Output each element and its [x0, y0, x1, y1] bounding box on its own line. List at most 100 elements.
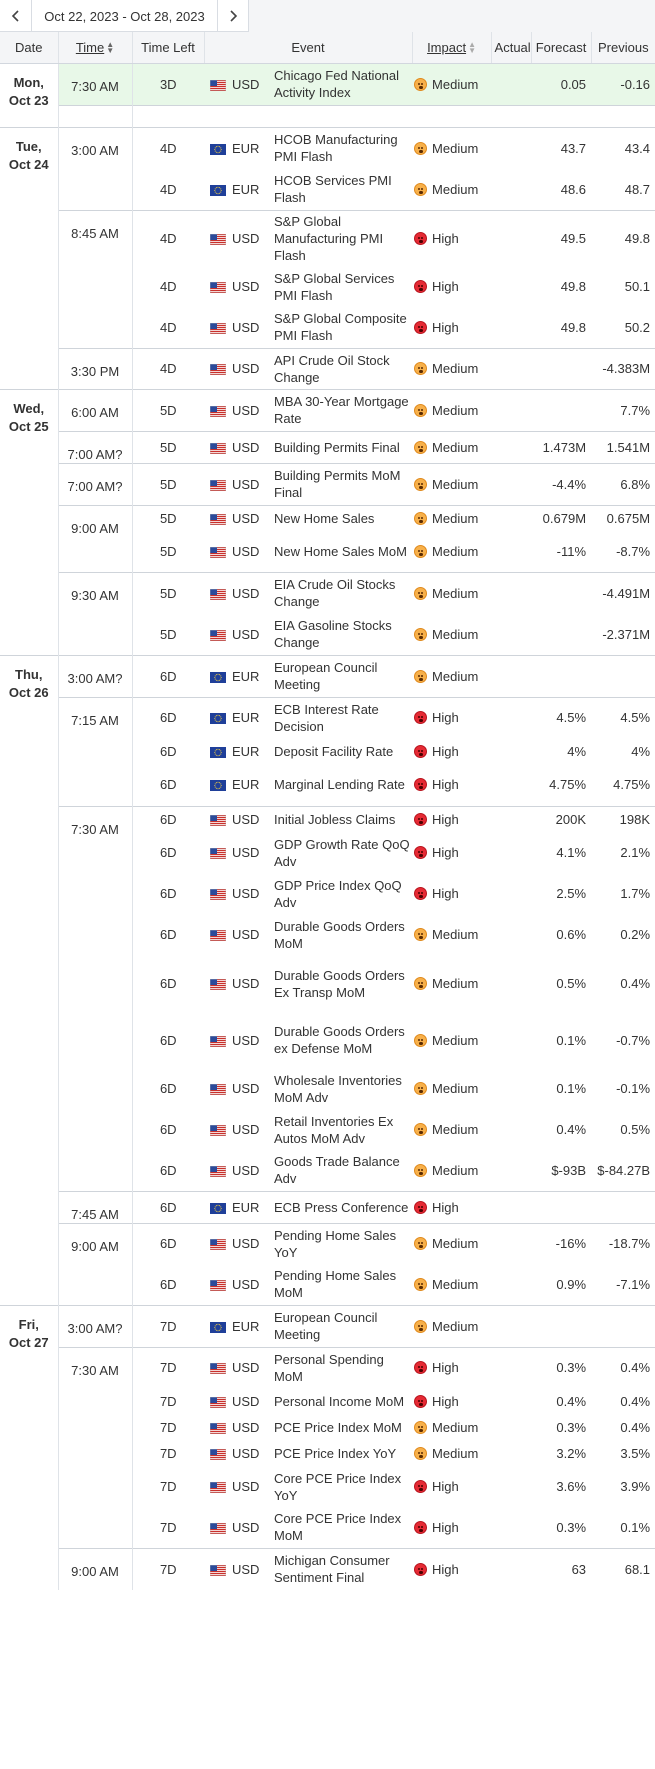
event-row[interactable]: Wed, Oct 25 6:00 AM 5D USD MBA 30-Year Mortga…	[0, 388, 655, 655]
event-name[interactable]: New Home Sales MoM	[274, 543, 407, 559]
empty-cell	[132, 104, 655, 127]
event-name[interactable]: Pending Home Sales YoY	[268, 1222, 413, 1264]
previous-week-button[interactable]	[0, 0, 32, 32]
event-name[interactable]: Deposit Facility Rate	[274, 743, 394, 759]
event-name[interactable]: EIA Crude Oil Stocks Change	[268, 571, 413, 614]
event-row[interactable]: 6D USD GDP Growth Rate QoQ Adv High 4.1% 2.1%	[0, 832, 655, 873]
event-name[interactable]: Wholesale Inventories MoM Adv	[274, 1072, 402, 1105]
event-name[interactable]: New Home Sales	[268, 504, 413, 531]
event-name[interactable]: ECB Press Conference	[268, 1190, 413, 1223]
event-name[interactable]: European Council Meeting	[268, 1304, 413, 1347]
event-row[interactable]: 3:30 PM 4D USD API Crude Oil Stock Change Me…	[0, 347, 655, 389]
event-row[interactable]: 8:45 AM 4D USD S&P Global Manufacturing PMI…	[0, 209, 655, 348]
event-row[interactable]: 9:00 AM 5D USD New Home Sales Medium 0.679M 0.…	[0, 504, 655, 572]
event-row[interactable]: 7D USD Core PCE Price Index MoM High 0.3% 0.1…	[0, 1507, 655, 1548]
event-name[interactable]: S&P Global Manufacturing PMI Flash	[268, 209, 413, 266]
high-impact-icon	[414, 1361, 428, 1375]
event-row[interactable]: 6D USD Durable Goods Orders ex Defense MoM…	[0, 1012, 655, 1068]
event-name[interactable]: Building Permits Final	[268, 430, 413, 463]
impact-label: Medium	[432, 181, 479, 197]
event-row[interactable]: 7D USD Core PCE Price Index YoY High 3.6% 3.9…	[0, 1466, 655, 1507]
actual-value	[491, 388, 532, 431]
event-row[interactable]: 7:30 AM 7D USD Personal Spending MoM High 0.3…	[0, 1346, 655, 1548]
event-row[interactable]: 7:00 AM? 5D USD Building Permits MoM Final M…	[0, 462, 655, 505]
event-name[interactable]: Initial Jobless Claims	[268, 805, 413, 832]
next-week-button[interactable]	[217, 0, 249, 32]
event-row[interactable]: 4D USD S&P Global Composite PMI Flash High 4…	[0, 307, 655, 348]
event-row[interactable]: Thu, Oct 26 3:00 AM? 6D EUR European Council …	[0, 654, 655, 1305]
event-row[interactable]: 7:30 AM 6D USD Initial Jobless Claims High 20…	[0, 805, 655, 1191]
event-row[interactable]: 6D USD Durable Goods Orders MoM Medium 0.6% 0…	[0, 914, 655, 955]
event-row[interactable]: 9:00 AM 7D USD Michigan Consumer Sentiment …	[0, 1547, 655, 1590]
event-name[interactable]: HCOB Services PMI Flash	[274, 173, 392, 206]
event-name[interactable]: Core PCE Price Index MoM	[274, 1511, 402, 1544]
event-name[interactable]: S&P Global Services PMI Flash	[274, 270, 395, 303]
date-range-label[interactable]: Oct 22, 2023 - Oct 28, 2023	[44, 8, 205, 24]
event-row[interactable]: 7:00 AM? 5D USD Building Permits Final Mediu…	[0, 430, 655, 463]
event-row[interactable]: 4D USD S&P Global Services PMI Flash High 49…	[0, 266, 655, 307]
event-row[interactable]: 7D USD PCE Price Index MoM Medium 0.3% 0.4%	[0, 1414, 655, 1440]
forecast-value: 0.05	[531, 62, 592, 105]
event-name[interactable]: Durable Goods Orders MoM	[274, 918, 405, 951]
event-name[interactable]: Marginal Lending Rate	[274, 777, 405, 793]
eu-flag-icon	[210, 746, 226, 758]
previous-value: $-84.27B	[597, 1162, 651, 1178]
event-row[interactable]: 6D USD Pending Home Sales MoM Medium 0.9% -7.…	[0, 1264, 655, 1305]
event-row[interactable]: 6D USD GDP Price Index QoQ Adv High 2.5% 1.7%	[0, 873, 655, 914]
previous-value: 198K	[591, 805, 655, 832]
event-row[interactable]: 9:30 AM 5D USD EIA Crude Oil Stocks Change M…	[0, 571, 655, 655]
forecast-value: 49.8	[560, 319, 587, 335]
event-row[interactable]: 6D USD Goods Trade Balance Adv Medium $-93B $…	[0, 1150, 655, 1191]
event-name[interactable]: MBA 30-Year Mortgage Rate	[268, 388, 413, 431]
sort-icon[interactable]: ▲ ▼	[468, 40, 476, 56]
event-name[interactable]: Building Permits MoM Final	[268, 462, 413, 505]
event-name[interactable]: HCOB Manufacturing PMI Flash	[268, 126, 413, 169]
flag-cell	[204, 1068, 230, 1109]
event-row[interactable]: 7D USD PCE Price Index YoY Medium 3.2% 3.5%	[0, 1440, 655, 1466]
sort-icon[interactable]: ▲ ▼	[106, 40, 115, 56]
event-name[interactable]: Core PCE Price Index YoY	[274, 1470, 402, 1503]
time-cell: 9:00 AM	[58, 1547, 133, 1590]
event-name[interactable]: European Council Meeting	[268, 654, 413, 697]
event-row[interactable]: 6D EUR Deposit Facility Rate High 4% 4%	[0, 738, 655, 764]
event-name[interactable]: Michigan Consumer Sentiment Final	[268, 1547, 413, 1590]
event-name[interactable]: Durable Goods Orders ex Defense MoM	[274, 1024, 405, 1056]
event-row[interactable]: Fri, Oct 27 3:00 AM? 7D EUR European Council …	[0, 1304, 655, 1590]
event-name[interactable]: Chicago Fed National Activity Index	[268, 62, 413, 105]
event-name[interactable]: EIA Gasoline Stocks Change	[274, 618, 392, 651]
event-row[interactable]: 6D USD Retail Inventories Ex Autos MoM Adv…	[0, 1109, 655, 1150]
event-row[interactable]: 6D USD Wholesale Inventories MoM Adv Medium…	[0, 1068, 655, 1109]
forecast-value: 43.7	[531, 126, 592, 169]
event-row[interactable]: 7:45 AM 6D EUR ECB Press Conference High	[0, 1190, 655, 1223]
time-left-cell: 6D	[132, 1190, 204, 1223]
forecast-value	[531, 388, 592, 431]
high-impact-icon	[414, 280, 428, 293]
event-name[interactable]: Goods Trade Balance Adv	[274, 1154, 400, 1187]
event-row[interactable]: 4D EUR HCOB Services PMI Flash Medium 48.6 48…	[0, 169, 655, 210]
event-name[interactable]: ECB Interest Rate Decision	[268, 696, 413, 738]
event-name[interactable]: PCE Price Index YoY	[274, 1445, 397, 1461]
event-row[interactable]: 7D USD Personal Income MoM High 0.4% 0.4%	[0, 1388, 655, 1414]
event-row[interactable]: 5D USD New Home Sales MoM Medium -11% -8.7%	[0, 531, 655, 572]
event-name[interactable]: PCE Price Index MoM	[274, 1419, 402, 1435]
col-impact[interactable]: Impact ▲ ▼	[412, 32, 492, 64]
impact-label: High	[432, 811, 459, 827]
event-row[interactable]: 6D USD Durable Goods Orders Ex Transp MoM M…	[0, 955, 655, 1012]
us-flag-icon	[210, 546, 226, 558]
col-time[interactable]: Time ▲ ▼	[58, 32, 133, 64]
event-row[interactable]: 6D EUR Marginal Lending Rate High 4.75% 4.75%	[0, 764, 655, 806]
event-row[interactable]: 5D USD EIA Gasoline Stocks Change Medium -2.…	[0, 614, 655, 655]
event-name[interactable]: GDP Price Index QoQ Adv	[274, 877, 402, 910]
event-row[interactable]: Mon, Oct 23 7:30 AM 3D USD Chicago Fed Nation…	[0, 62, 655, 127]
event-name[interactable]: S&P Global Composite PMI Flash	[274, 311, 407, 344]
event-name[interactable]: Pending Home Sales MoM	[274, 1268, 397, 1301]
event-row[interactable]: 7:15 AM 6D EUR ECB Interest Rate Decision Hi…	[0, 696, 655, 806]
event-row[interactable]: 9:00 AM 6D USD Pending Home Sales YoY Medium…	[0, 1222, 655, 1305]
event-name[interactable]: API Crude Oil Stock Change	[268, 347, 413, 389]
event-name[interactable]: GDP Growth Rate QoQ Adv	[274, 836, 410, 869]
event-row[interactable]: Tue, Oct 24 3:00 AM 4D EUR HCOB Manufacturing…	[0, 126, 655, 389]
event-name[interactable]: Durable Goods Orders Ex Transp MoM	[274, 967, 405, 1000]
event-name[interactable]: Personal Income MoM	[274, 1393, 405, 1409]
event-name[interactable]: Retail Inventories Ex Autos MoM Adv	[274, 1113, 394, 1146]
event-name[interactable]: Personal Spending MoM	[268, 1346, 413, 1388]
